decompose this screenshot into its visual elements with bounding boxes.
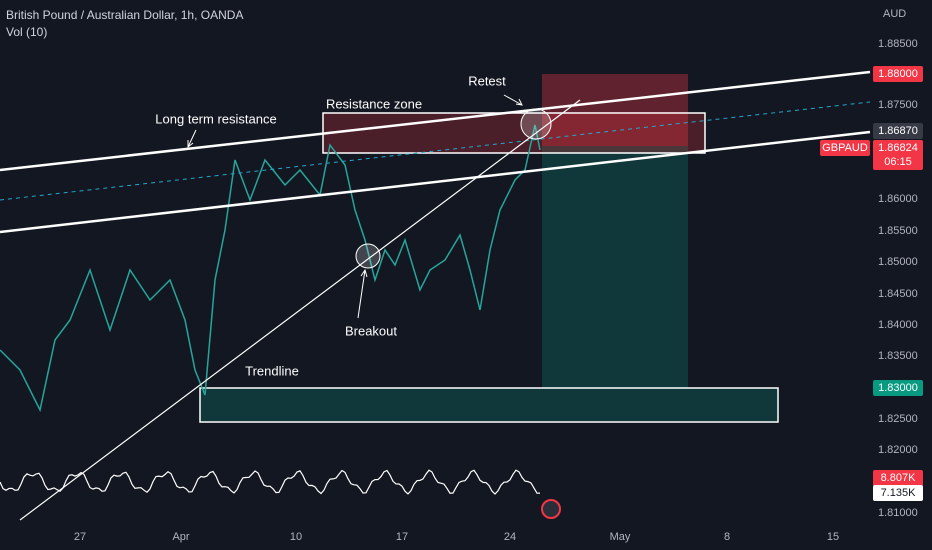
time-label: 15 (827, 531, 839, 543)
price-label: 1.83500 (878, 350, 918, 362)
symbol-title: British Pound / Australian Dollar, 1h, O… (6, 8, 243, 22)
price-label: 1.84000 (878, 319, 918, 331)
currency-label: AUD (883, 8, 906, 20)
annotation: Resistance zone (326, 96, 422, 111)
breakout-arrow (357, 268, 368, 319)
price-label: 1.88500 (878, 38, 918, 50)
vol-high-label: 8.807K (881, 472, 917, 484)
time-label: 8 (724, 531, 730, 543)
lower-channel (0, 130, 871, 234)
symbol-tag (820, 140, 870, 156)
time-label: May (610, 531, 631, 543)
target-tag-label: 1.83000 (878, 382, 918, 394)
price-label: 1.85500 (878, 225, 918, 237)
trendline (19, 99, 581, 521)
annotation: Long term resistance (155, 111, 276, 126)
resistance-arrow (187, 129, 197, 149)
breakout-circle (355, 243, 381, 269)
annotation: Trendline (245, 363, 299, 378)
price-label: 1.82500 (878, 413, 918, 425)
time-label: 17 (396, 531, 408, 543)
time-label: 27 (74, 531, 86, 543)
countdown: 06:15 (884, 156, 912, 168)
retest-circle (520, 108, 552, 140)
price-label: 1.86000 (878, 193, 918, 205)
annotation: Breakout (345, 323, 397, 338)
time-label: 10 (290, 531, 302, 543)
stop-tag (873, 66, 923, 82)
resistance-box (322, 112, 706, 154)
vol-high-tag (873, 470, 923, 486)
entry-tag-label: 1.86870 (878, 125, 918, 137)
support-box (199, 387, 779, 423)
price-label: 1.85000 (878, 256, 918, 268)
vol-low-label: 7.135K (881, 487, 917, 499)
time-label: Apr (172, 531, 189, 543)
price-axis: 1.88500 1.87500 1.86000 1.85500 1.85000 1.845… (878, 38, 918, 519)
price-label: 1.84500 (878, 288, 918, 300)
target-tag (873, 380, 923, 396)
vol-low-tag (873, 485, 923, 501)
indicator-title: Vol (10) (6, 25, 47, 39)
time-axis: 27 Apr 10 17 24 May 8 15 (74, 531, 839, 543)
retest-arrow (503, 94, 523, 106)
entry-tag (873, 123, 923, 139)
stop-tag-label: 1.88000 (878, 68, 918, 80)
price-label: 1.82000 (878, 444, 918, 456)
time-label: 24 (504, 531, 516, 543)
last-price: 1.86824 (878, 142, 918, 154)
last-tag (873, 140, 923, 170)
symbol-tag-label: GBPAUD (822, 142, 868, 154)
mid-channel (0, 101, 871, 201)
annotation: Retest (468, 73, 506, 88)
upper-channel (0, 70, 871, 172)
price-label: 1.81000 (878, 507, 918, 519)
volume-line (0, 469, 541, 495)
events-icon[interactable] (541, 499, 561, 519)
price-label: 1.87500 (878, 99, 918, 111)
reward-zone (542, 146, 688, 388)
